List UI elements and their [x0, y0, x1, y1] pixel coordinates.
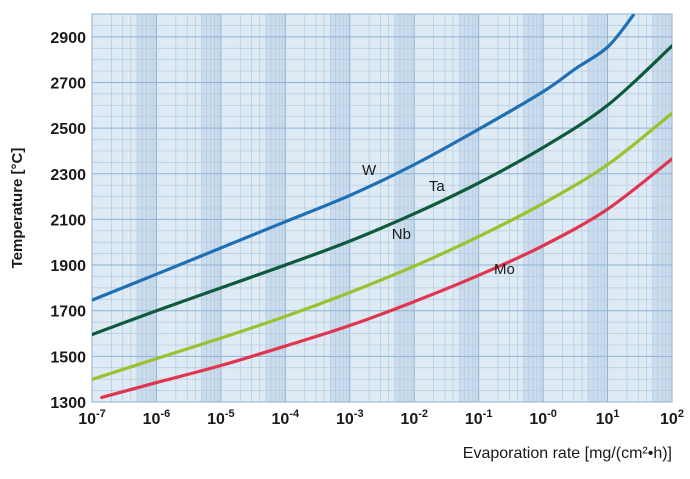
- x-tick-base: 10: [143, 411, 161, 428]
- x-tick-base: 10: [660, 411, 678, 428]
- x-tick-exponent: -1: [483, 408, 493, 420]
- x-tick-base: 10: [336, 411, 354, 428]
- series-label-w: W: [362, 162, 377, 179]
- series-labels: W Ta Nb Mo: [362, 162, 515, 278]
- x-tick-base: 10: [596, 411, 614, 428]
- x-tick-label: 10-1: [465, 408, 493, 428]
- x-tick-label: 10-7: [78, 408, 106, 428]
- x-tick-label: 101: [596, 408, 620, 428]
- x-tick-base: 10: [207, 411, 225, 428]
- y-tick-label: 2500: [50, 121, 86, 138]
- x-tick-exponent: -0: [547, 408, 557, 420]
- y-axis-title: Temperature [°C]: [9, 148, 26, 269]
- x-tick-exponent: -4: [289, 408, 300, 420]
- y-tick-label: 2100: [50, 212, 86, 229]
- x-tick-label: 102: [660, 408, 684, 428]
- series-label-nb: Nb: [392, 226, 411, 243]
- x-axis-title: Evaporation rate [mg/(cm²•h)]: [463, 445, 672, 462]
- y-tick-label: 2700: [50, 75, 86, 92]
- y-tick-label: 2900: [50, 30, 86, 47]
- x-tick-label: 10-4: [272, 408, 300, 428]
- x-tick-exponent: -6: [160, 408, 170, 420]
- x-tick-label: 10-5: [207, 408, 235, 428]
- y-tick-label: 2300: [50, 167, 86, 184]
- series-line-w: [92, 14, 635, 302]
- x-tick-label: 10-3: [336, 408, 364, 428]
- y-tick-label: 1500: [50, 349, 86, 366]
- x-tick-label: 10-2: [400, 408, 428, 428]
- series-line-mo: [100, 157, 672, 400]
- x-tick-exponent: -7: [96, 408, 106, 420]
- x-tick-exponent: 1: [613, 408, 619, 420]
- x-tick-base: 10: [272, 411, 290, 428]
- x-tick-base: 10: [529, 411, 547, 428]
- y-tick-label: 1300: [50, 395, 86, 412]
- series-line-nb: [92, 111, 672, 382]
- x-tick-base: 10: [78, 411, 96, 428]
- x-tick-exponent: -3: [354, 408, 364, 420]
- y-tick-label: 1900: [50, 258, 86, 275]
- series-label-ta: Ta: [429, 178, 446, 195]
- series-layer: [92, 14, 672, 400]
- series-line-ta: [92, 44, 672, 337]
- x-tick-exponent: -5: [225, 408, 235, 420]
- y-axis-ticks: 1300 1500 1700 1900 2100 2300 2500 2700 2900: [50, 30, 86, 412]
- y-tick-label: 1700: [50, 304, 86, 321]
- x-tick-exponent: 2: [678, 408, 684, 420]
- plot-border: [91, 13, 673, 403]
- x-tick-label: 10-6: [143, 408, 171, 428]
- x-axis-ticks: 10-7 10-6 10-5 10-4 10-3 10-2 10-1 10-0 101 102: [78, 408, 684, 428]
- grid-lines: [91, 13, 673, 403]
- x-tick-base: 10: [400, 411, 418, 428]
- x-tick-label: 10-0: [529, 408, 557, 428]
- series-label-mo: Mo: [494, 261, 515, 278]
- x-tick-exponent: -2: [418, 408, 428, 420]
- x-tick-base: 10: [465, 411, 483, 428]
